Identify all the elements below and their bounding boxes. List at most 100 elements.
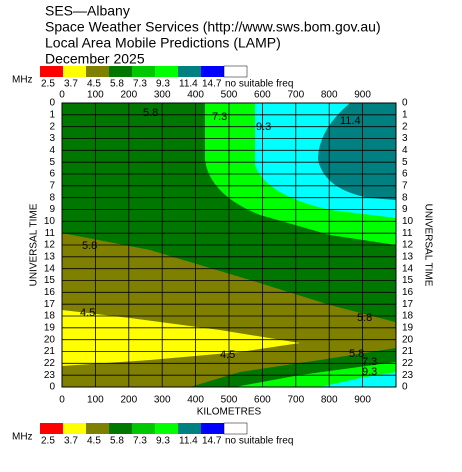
contour-label: 9.3 bbox=[256, 121, 271, 133]
y-tick-label: 15 bbox=[44, 275, 56, 286]
y-tick-label: 23 bbox=[44, 370, 56, 381]
x-tick-label: 400 bbox=[187, 395, 204, 406]
contour-label: 5.8 bbox=[143, 107, 158, 119]
legend-label: 14.7 bbox=[202, 79, 222, 90]
x-tick-label: 200 bbox=[120, 90, 137, 101]
x-tick-label: 0 bbox=[59, 395, 65, 406]
legend-label: 4.5 bbox=[87, 436, 101, 447]
y-tick-label: 5 bbox=[402, 157, 408, 168]
legend-swatch bbox=[40, 66, 63, 77]
y-tick-label: 0 bbox=[402, 98, 408, 109]
y-tick-label: 12 bbox=[402, 240, 414, 251]
y-tick-label: 5 bbox=[49, 157, 55, 168]
y-tick-label: 18 bbox=[44, 311, 56, 322]
y-tick-label: 8 bbox=[402, 192, 408, 203]
header-line: December 2025 bbox=[45, 51, 145, 67]
x-tick-label: 600 bbox=[254, 90, 271, 101]
legend-label: 11.4 bbox=[179, 436, 198, 447]
y-tick-label: 6 bbox=[49, 169, 55, 180]
y-tick-label: 6 bbox=[402, 169, 408, 180]
y-tick-label: 21 bbox=[44, 346, 56, 357]
y-tick-label: 2 bbox=[402, 121, 408, 132]
legend-label: no suitable freq bbox=[225, 79, 293, 90]
legend-swatch bbox=[86, 66, 109, 77]
y-tick-label: 22 bbox=[402, 358, 414, 369]
x-tick-label: 300 bbox=[154, 395, 171, 406]
x-tick-label: 500 bbox=[221, 395, 238, 406]
x-tick-label: 100 bbox=[87, 90, 104, 101]
x-tick-label: 700 bbox=[287, 395, 304, 406]
y-tick-label: 14 bbox=[44, 263, 56, 274]
contour-label: 5.8 bbox=[357, 312, 372, 324]
legend-swatch bbox=[223, 422, 248, 435]
contour-label: 7.3 bbox=[212, 111, 227, 123]
y-tick-label: 3 bbox=[402, 133, 408, 144]
y-tick-label: 1 bbox=[49, 109, 55, 120]
legend-label: 9.3 bbox=[156, 436, 170, 447]
y-tick-label: 11 bbox=[402, 228, 413, 239]
y-tick-label: 4 bbox=[49, 145, 55, 156]
y-tick-label: 20 bbox=[402, 334, 414, 345]
region bbox=[62, 310, 300, 366]
y-tick-label: 18 bbox=[402, 311, 414, 322]
legend-swatch bbox=[155, 423, 178, 434]
legend-label: no suitable freq bbox=[225, 436, 293, 447]
y-tick-label: 15 bbox=[402, 275, 414, 286]
y-tick-label: 12 bbox=[44, 240, 56, 251]
header-line: Space Weather Services (http://www.sws.b… bbox=[45, 19, 381, 35]
y-tick-label: 23 bbox=[402, 370, 414, 381]
legend-label: 7.3 bbox=[133, 79, 147, 90]
y-tick-label: 9 bbox=[49, 204, 55, 215]
x-tick-label: 800 bbox=[321, 395, 338, 406]
legend-swatch bbox=[109, 423, 132, 434]
y-axis-label: UNIVERSAL TIME bbox=[422, 204, 433, 287]
region bbox=[320, 372, 396, 387]
y-tick-label: 16 bbox=[402, 287, 414, 298]
x-tick-label: 200 bbox=[120, 395, 137, 406]
contour-label: 11.4 bbox=[340, 115, 361, 127]
y-tick-label: 10 bbox=[402, 216, 414, 227]
x-tick-label: 900 bbox=[354, 90, 371, 101]
x-axis-label: KILOMETRES bbox=[197, 407, 262, 418]
y-tick-label: 14 bbox=[402, 263, 414, 274]
legend-swatch bbox=[132, 423, 155, 434]
contour-label: 5.8 bbox=[349, 348, 364, 360]
y-tick-label: 22 bbox=[44, 358, 56, 369]
x-tick-label: 300 bbox=[154, 90, 171, 101]
x-tick-label: 900 bbox=[354, 395, 371, 406]
legend-label: 2.5 bbox=[41, 436, 55, 447]
legend-swatch bbox=[63, 423, 86, 434]
legend-swatch bbox=[178, 423, 201, 434]
region bbox=[318, 103, 396, 200]
y-tick-label: 19 bbox=[402, 322, 414, 333]
legend-swatch bbox=[155, 66, 178, 77]
legend-swatch bbox=[178, 66, 201, 77]
y-tick-label: 10 bbox=[44, 216, 56, 227]
y-tick-label: 7 bbox=[402, 180, 408, 191]
x-tick-label: 600 bbox=[254, 395, 271, 406]
contour-label: 4.5 bbox=[80, 307, 95, 319]
y-tick-label: 16 bbox=[44, 287, 56, 298]
y-tick-label: 17 bbox=[44, 299, 56, 310]
x-tick-label: 100 bbox=[87, 395, 104, 406]
y-tick-label: 21 bbox=[402, 346, 414, 357]
contour-label: 9.3 bbox=[362, 366, 377, 378]
legend-swatch bbox=[132, 66, 155, 77]
legend-title: MHz bbox=[12, 75, 33, 86]
y-tick-label: 11 bbox=[45, 228, 56, 239]
legend-swatch bbox=[86, 423, 109, 434]
legend-label: 3.7 bbox=[64, 436, 78, 447]
legend-label: 14.7 bbox=[202, 436, 222, 447]
plot-frame bbox=[61, 102, 397, 388]
legend-label: 4.5 bbox=[87, 79, 101, 90]
y-tick-label: 4 bbox=[402, 145, 408, 156]
legend-swatch bbox=[109, 66, 132, 77]
legend-swatch bbox=[201, 423, 224, 434]
contour-label: 4.5 bbox=[220, 349, 235, 361]
contour-label: 5.8 bbox=[82, 240, 97, 252]
legend-label: 9.3 bbox=[156, 79, 170, 90]
x-tick-label: 400 bbox=[187, 90, 204, 101]
legend-label: 3.7 bbox=[64, 79, 78, 90]
legend-label: 5.8 bbox=[110, 436, 124, 447]
